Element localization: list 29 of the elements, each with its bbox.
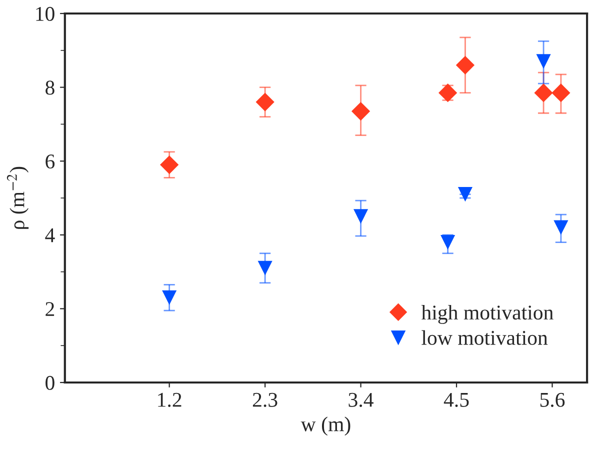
point (160, 155, 179, 174)
y-tick-label: 10 (36, 6, 54, 21)
point (458, 187, 472, 202)
point (258, 260, 272, 276)
y-tick-label: 0 (46, 376, 54, 390)
point (534, 84, 553, 102)
y-tick-label: 2 (46, 302, 54, 316)
point (440, 234, 456, 250)
x-tick-label: 1.2 (158, 392, 182, 407)
point (351, 102, 370, 121)
y-axis-title: ρ (m$^{−2}$) (6, 166, 29, 229)
point (162, 290, 177, 305)
y-tick-label: 8 (46, 80, 54, 95)
x-tick-label: 3.4 (348, 392, 374, 407)
point (552, 84, 570, 102)
point (256, 92, 274, 112)
point (536, 54, 551, 69)
x-tick-label: 2.3 (252, 392, 278, 407)
x-tick-label: 4.5 (444, 392, 469, 407)
legend-label: low motivation (422, 330, 548, 345)
y-tick-label: 4 (45, 228, 55, 242)
point (554, 220, 568, 235)
x-tick-label: 5.6 (540, 392, 565, 407)
y-tick-label: 6 (46, 154, 55, 169)
legend-label: high motivation (421, 304, 554, 324)
x-axis-title: w (m) (300, 416, 350, 436)
point (456, 56, 475, 74)
point (354, 209, 368, 224)
point (438, 84, 458, 102)
